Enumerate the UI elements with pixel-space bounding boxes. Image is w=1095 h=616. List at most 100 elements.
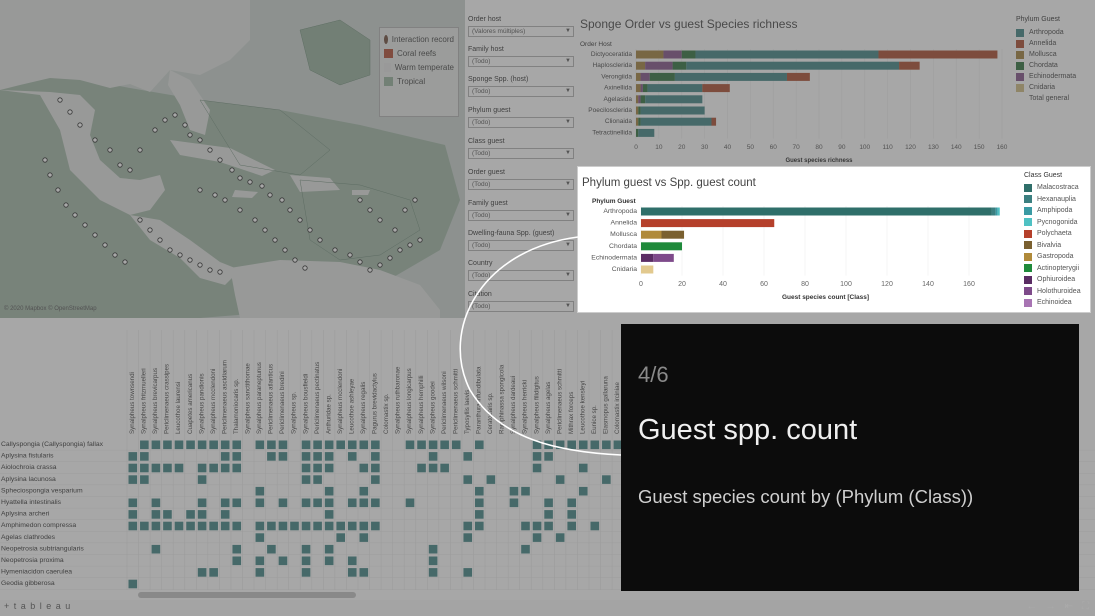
- category-label[interactable]: Agelasida: [603, 96, 632, 103]
- column-header[interactable]: Thalamoniocaris sp.: [233, 378, 240, 434]
- matrix-cell[interactable]: [324, 440, 334, 450]
- interaction-point[interactable]: [127, 167, 133, 173]
- interaction-point[interactable]: [187, 257, 193, 263]
- filter-dropdown[interactable]: (Todo) ▼: [468, 56, 574, 67]
- bar-segment[interactable]: [641, 242, 682, 251]
- legend-item[interactable]: Cnidaria: [1016, 82, 1094, 93]
- matrix-cell[interactable]: [463, 475, 473, 484]
- filter-sponge-spp-host[interactable]: Sponge Spp. (host) (Todo) ▼: [468, 76, 574, 97]
- column-header[interactable]: Synalpheus paraneptunus: [256, 362, 263, 434]
- matrix-cell[interactable]: [128, 510, 138, 519]
- bar-segment[interactable]: [641, 265, 654, 274]
- column-header[interactable]: Eunice sp.: [591, 405, 598, 434]
- matrix-cell[interactable]: [174, 521, 184, 531]
- map-view[interactable]: Interaction record Coral reefs Warm temp…: [0, 0, 465, 318]
- matrix-cell[interactable]: [359, 498, 369, 508]
- legend-item[interactable]: Annelida: [1016, 38, 1094, 49]
- bar-segment[interactable]: [645, 95, 703, 104]
- matrix-cell[interactable]: [486, 475, 496, 484]
- matrix-cell[interactable]: [602, 475, 611, 484]
- chevron-down-icon[interactable]: ▼: [565, 58, 571, 64]
- filter-country[interactable]: Country (Todo) ▼: [468, 260, 574, 281]
- matrix-cell[interactable]: [255, 556, 265, 566]
- matrix-cell[interactable]: [197, 521, 207, 531]
- category-label[interactable]: Arthropoda: [603, 208, 637, 215]
- column-header[interactable]: Mithrax forceps: [568, 392, 575, 434]
- bar-segment[interactable]: [642, 84, 648, 93]
- matrix-cell[interactable]: [163, 521, 172, 531]
- matrix-cell[interactable]: [347, 452, 357, 461]
- matrix-cell[interactable]: [428, 463, 438, 473]
- matrix-cell[interactable]: [128, 579, 138, 589]
- matrix-cell[interactable]: [267, 452, 276, 461]
- matrix-cell[interactable]: [232, 556, 242, 566]
- filter-dropdown[interactable]: (Todo) ▼: [468, 240, 574, 251]
- column-header[interactable]: Synalpheus sanctithomae: [245, 363, 252, 434]
- bar-segment[interactable]: [636, 128, 639, 137]
- interaction-point[interactable]: [42, 157, 48, 163]
- matrix-cell[interactable]: [128, 521, 138, 531]
- matrix-cell[interactable]: [555, 440, 565, 450]
- chevron-down-icon[interactable]: ▼: [565, 303, 571, 309]
- matrix-cell[interactable]: [347, 521, 357, 531]
- column-header[interactable]: Leucothoe laurensi: [175, 382, 182, 434]
- map-copyright[interactable]: © 2020 Mapbox © OpenStreetMap: [4, 306, 97, 312]
- interaction-point[interactable]: [137, 147, 143, 153]
- column-header[interactable]: Synalpheus sp.: [291, 391, 298, 434]
- column-header[interactable]: Leucothoe kensleyi: [579, 381, 586, 434]
- row-label[interactable]: Hyattella intestinalis: [1, 499, 62, 506]
- matrix-cell[interactable]: [475, 521, 484, 531]
- matrix-cell[interactable]: [463, 521, 473, 531]
- chevron-down-icon[interactable]: ▼: [565, 212, 571, 218]
- matrix-cell[interactable]: [347, 556, 357, 566]
- column-header[interactable]: Ramphinassa spongicola: [499, 364, 506, 434]
- matrix-cell[interactable]: [602, 440, 611, 450]
- matrix-cell[interactable]: [220, 452, 230, 461]
- matrix-cell[interactable]: [140, 475, 149, 484]
- matrix-cell[interactable]: [475, 498, 484, 508]
- matrix-cell[interactable]: [313, 521, 322, 531]
- interaction-point[interactable]: [347, 252, 353, 258]
- column-header[interactable]: Periclimenaeus wilsoni: [441, 371, 448, 434]
- column-header[interactable]: Periclimenaeus schmitti: [556, 369, 563, 434]
- column-header[interactable]: Elasmopus gallaruna: [603, 376, 610, 434]
- bar-segment[interactable]: [995, 207, 998, 216]
- column-header[interactable]: Synalpheus filidigitus: [533, 376, 540, 434]
- bar-segment[interactable]: [636, 61, 646, 70]
- bar-segment[interactable]: [695, 50, 879, 59]
- bar-segment[interactable]: [636, 117, 639, 126]
- row-label[interactable]: Neopetrosia subtriangularis: [1, 545, 84, 552]
- matrix-cell[interactable]: [128, 498, 138, 508]
- column-header[interactable]: Pagurus brevidactylus: [372, 373, 379, 434]
- interaction-point[interactable]: [67, 109, 73, 115]
- matrix-cell[interactable]: [475, 486, 484, 496]
- horizontal-scrollbar[interactable]: [138, 592, 356, 598]
- matrix-cell[interactable]: [532, 463, 542, 473]
- filter-dropdown[interactable]: (Todo) ▼: [468, 270, 574, 281]
- column-header[interactable]: Synalpheus brevicarpus: [152, 368, 159, 434]
- matrix-cell[interactable]: [475, 510, 484, 519]
- legend-item[interactable]: Arthropoda: [1016, 27, 1094, 38]
- interaction-point[interactable]: [177, 252, 183, 258]
- bar-segment[interactable]: [663, 50, 682, 59]
- matrix-cell[interactable]: [475, 440, 484, 450]
- matrix-cell[interactable]: [301, 452, 311, 461]
- matrix-cell[interactable]: [371, 452, 380, 461]
- filter-order-guest[interactable]: Order guest (Todo) ▼: [468, 169, 574, 190]
- matrix-cell[interactable]: [555, 533, 565, 542]
- legend-item[interactable]: Malacostraca: [1024, 182, 1090, 194]
- interaction-point[interactable]: [412, 197, 418, 203]
- matrix-cell[interactable]: [163, 440, 172, 450]
- column-header[interactable]: Synalpheus mcclendoni: [210, 369, 217, 434]
- interaction-point[interactable]: [357, 197, 363, 203]
- matrix-cell[interactable]: [405, 440, 415, 450]
- interaction-point[interactable]: [77, 122, 83, 128]
- interaction-point[interactable]: [237, 207, 243, 213]
- matrix-cell[interactable]: [301, 568, 311, 577]
- category-label[interactable]: Mollusca: [610, 231, 637, 238]
- matrix-cell[interactable]: [371, 521, 380, 531]
- matrix-cell[interactable]: [313, 498, 322, 508]
- matrix-cell[interactable]: [371, 463, 380, 473]
- bar-segment[interactable]: [641, 207, 992, 216]
- row-label[interactable]: Geodia gibberosa: [1, 580, 55, 587]
